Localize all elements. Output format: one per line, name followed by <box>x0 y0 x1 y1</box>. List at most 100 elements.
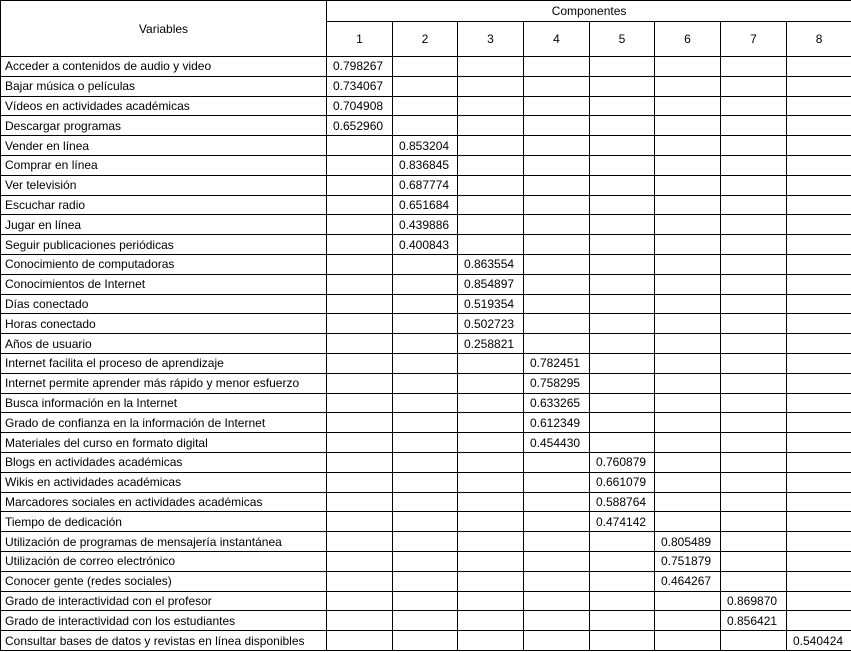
loading-cell <box>523 115 590 137</box>
loading-cell <box>392 432 458 453</box>
loading-cell <box>392 293 458 315</box>
loading-cell <box>392 273 458 295</box>
variable-cell: Jugar en línea <box>0 214 327 236</box>
loading-cell <box>785 273 851 295</box>
loading-cell <box>589 234 655 255</box>
loading-cell <box>720 214 787 236</box>
table-row: Blogs en actividades académicas 0.760879 <box>0 451 851 473</box>
loading-cell: 0.454430 <box>523 432 590 453</box>
loading-cell <box>720 630 787 651</box>
loading-cell <box>654 154 721 176</box>
table-row: Seguir publicaciones periódicas 0.400843 <box>0 234 851 255</box>
loading-cell <box>589 135 655 156</box>
loading-cell <box>654 95 721 117</box>
variable-cell: Conocimiento de computadoras <box>0 253 327 275</box>
loading-cell <box>326 610 393 632</box>
loading-cell: 0.836845 <box>392 154 458 176</box>
table-row: Horas conectado 0.502723 <box>0 313 851 335</box>
loading-cell <box>523 550 590 572</box>
loading-cell <box>589 194 655 216</box>
loading-cell <box>720 253 787 275</box>
loading-cell <box>392 630 458 651</box>
loading-cell <box>392 253 458 275</box>
loading-cell <box>523 214 590 236</box>
table-row: Conocimiento de computadoras 0.863554 <box>0 253 851 275</box>
loading-cell <box>654 75 721 97</box>
loading-cell <box>326 531 393 552</box>
loading-cell <box>654 412 721 434</box>
loading-cell <box>589 590 655 612</box>
loading-cell: 0.854897 <box>457 273 524 295</box>
table-row: Consultar bases de datos y revistas en l… <box>0 630 851 651</box>
loading-cell <box>523 511 590 533</box>
loading-cell <box>392 531 458 552</box>
loading-cell <box>589 293 655 315</box>
variable-cell: Ver televisión <box>0 174 327 196</box>
variable-cell: Descargar programas <box>0 115 327 137</box>
loading-cell <box>785 570 851 592</box>
loading-cell <box>326 154 393 176</box>
loading-cell <box>720 511 787 533</box>
variable-cell: Acceder a contenidos de audio y video <box>0 56 327 77</box>
loading-cell <box>720 75 787 97</box>
loading-cell <box>392 570 458 592</box>
loading-cell <box>654 293 721 315</box>
loading-cell <box>457 570 524 592</box>
loading-cell <box>523 174 590 196</box>
loading-cell <box>654 392 721 414</box>
loading-cell <box>523 56 590 77</box>
table-row: Utilización de correo electrónico 0.75187… <box>0 550 851 572</box>
loading-cell <box>720 115 787 137</box>
loading-cell <box>589 531 655 552</box>
loading-cell <box>589 432 655 453</box>
table-row: Escuchar radio 0.651684 <box>0 194 851 216</box>
table-row: Tiempo de dedicación 0.474142 <box>0 511 851 533</box>
loading-cell: 0.588764 <box>589 491 655 513</box>
loading-cell: 0.464267 <box>654 570 721 592</box>
loading-cell <box>720 194 787 216</box>
loading-cell <box>785 154 851 176</box>
loading-cell <box>785 372 851 394</box>
loading-cell <box>457 432 524 453</box>
loading-cell <box>654 115 721 137</box>
loading-cell <box>589 550 655 572</box>
table-row: Descargar programas 0.652960 <box>0 115 851 137</box>
variable-cell: Horas conectado <box>0 313 327 335</box>
loading-cell <box>457 451 524 473</box>
loading-cell <box>457 56 524 77</box>
loading-cell <box>326 253 393 275</box>
loading-cell: 0.687774 <box>392 174 458 196</box>
table-row: Vender en línea 0.853204 <box>0 135 851 156</box>
loading-cell <box>392 333 458 354</box>
loading-cell <box>785 253 851 275</box>
loading-cell <box>654 56 721 77</box>
loading-cell <box>392 372 458 394</box>
loading-cell <box>457 95 524 117</box>
loading-cell <box>785 135 851 156</box>
loading-cell <box>326 174 393 196</box>
loading-cell: 0.760879 <box>589 451 655 473</box>
column-header: 6 <box>654 21 721 57</box>
loading-cell <box>720 313 787 335</box>
loading-cell <box>589 313 655 335</box>
loading-cell <box>654 273 721 295</box>
loading-cell <box>326 135 393 156</box>
loading-cell: 0.651684 <box>392 194 458 216</box>
loading-cell: 0.704908 <box>326 95 393 117</box>
loading-cell <box>654 135 721 156</box>
column-header: 2 <box>392 21 458 57</box>
loading-cell <box>785 451 851 473</box>
loading-cell <box>392 412 458 434</box>
column-header: 7 <box>720 21 787 57</box>
loading-cell <box>392 56 458 77</box>
loading-cell <box>654 432 721 453</box>
loading-cell <box>654 630 721 651</box>
column-header: 1 <box>326 21 393 57</box>
variable-cell: Días conectado <box>0 293 327 315</box>
loading-cell <box>457 491 524 513</box>
loading-cell <box>523 570 590 592</box>
loading-cell <box>654 333 721 354</box>
loading-cell <box>326 372 393 394</box>
loading-cell: 0.652960 <box>326 115 393 137</box>
